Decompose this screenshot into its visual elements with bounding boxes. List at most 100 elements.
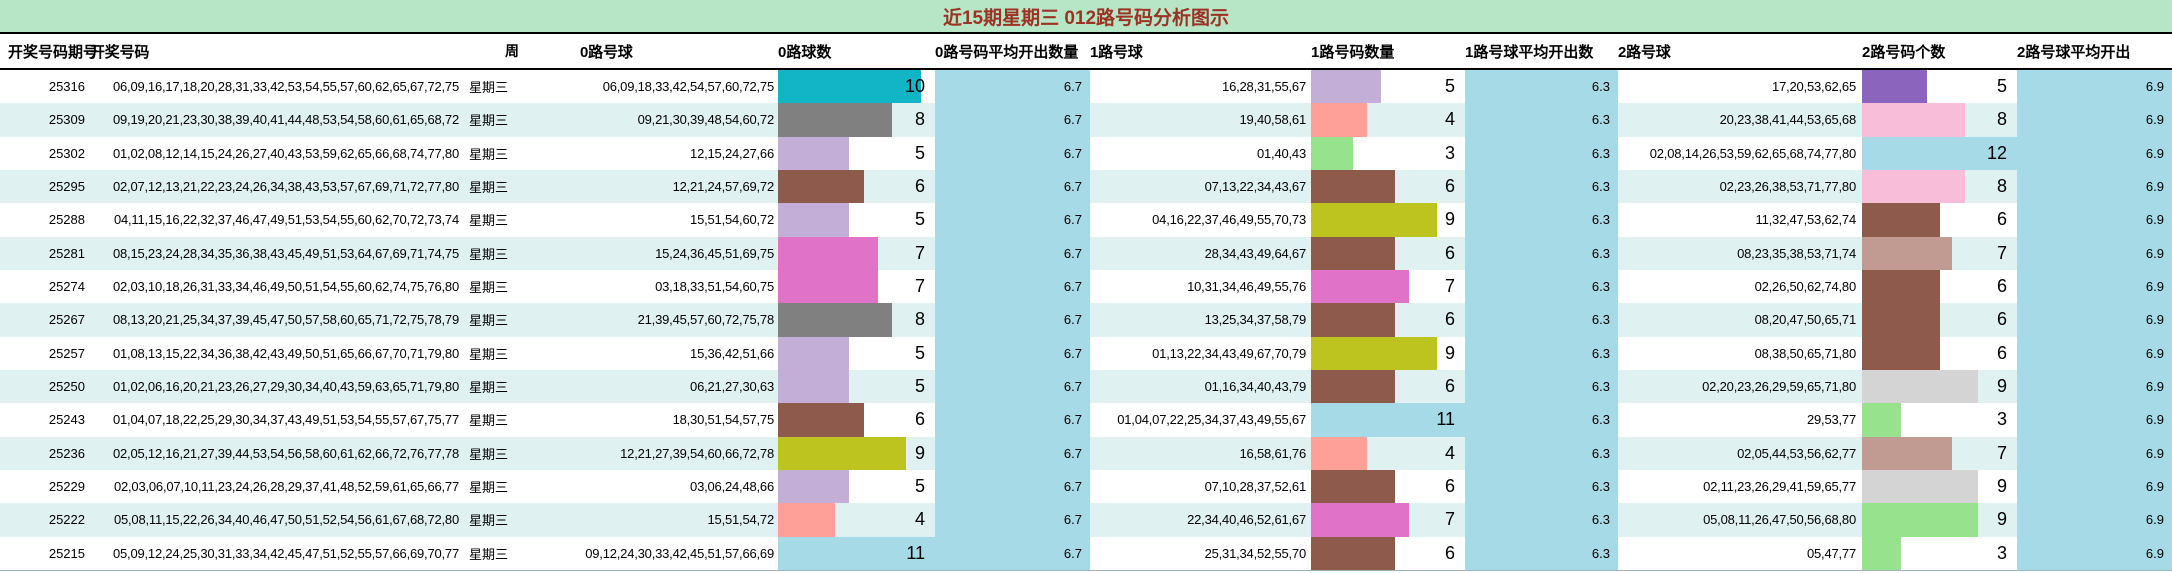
road1-balls-cell: 25,31,34,52,55,70 (1204, 545, 1307, 561)
road2-count: 6 (1996, 309, 2007, 330)
table-row: 25302 01,02,08,12,14,15,24,26,27,40,43,5… (0, 136, 2172, 170)
road0-count: 4 (914, 509, 925, 530)
table-row: 25295 02,07,12,13,21,22,23,24,26,34,38,4… (0, 169, 2172, 204)
road2-count-bar-cell: 8 (1862, 169, 2017, 204)
road2-balls-cell: 02,08,14,26,53,59,62,65,68,74,77,80 (1649, 145, 1856, 161)
period-cell: 25267 (48, 312, 85, 328)
road2-average-cell: 6.9 (2017, 70, 2172, 104)
road0-balls-cell: 15,51,54,60,72 (690, 212, 774, 228)
draw-numbers-cell: 05,08,11,15,22,26,34,40,46,47,50,51,52,5… (113, 512, 459, 528)
road0-bar (778, 536, 935, 570)
road0-bar (778, 236, 878, 270)
road0-balls-cell: 18,30,51,54,57,75 (672, 412, 775, 428)
period-cell: 25215 (48, 545, 85, 561)
road0-bar (778, 403, 864, 437)
road2-average-cell: 6.9 (2017, 203, 2172, 237)
road0-bar (778, 336, 850, 370)
weekday-cell: 星期三 (469, 546, 509, 562)
road1-average-cell: 6.3 (1465, 303, 1618, 337)
road1-balls-cell: 01,40,43 (1256, 145, 1306, 161)
period-cell: 25302 (48, 145, 85, 161)
road2-average-cell: 6.9 (2017, 469, 2172, 504)
road1-count-bar-cell: 5 (1311, 70, 1465, 104)
road1-count-bar-cell: 7 (1311, 269, 1465, 304)
road1-bar (1311, 536, 1395, 570)
period-cell: 25222 (48, 512, 85, 528)
road1-count: 11 (1436, 409, 1455, 430)
weekday-cell: 星期三 (469, 146, 509, 162)
road1-count: 9 (1444, 209, 1455, 230)
weekday-cell: 星期三 (469, 346, 509, 362)
road0-average-cell: 6.7 (935, 303, 1090, 337)
weekday-cell: 星期三 (469, 180, 509, 196)
draw-numbers-cell: 06,09,16,17,18,20,28,31,33,42,53,54,55,5… (112, 79, 459, 95)
weekday-cell: 星期三 (469, 480, 509, 496)
table-row: 25243 01,04,07,18,22,25,29,30,34,37,43,4… (0, 403, 2172, 437)
road2-bar (1862, 536, 1901, 570)
road0-balls-cell: 09,21,30,39,48,54,60,72 (637, 112, 775, 128)
road2-count: 9 (1996, 476, 2007, 497)
road2-count-bar-cell: 3 (1862, 536, 2017, 570)
road0-count-bar-cell: 6 (778, 403, 935, 437)
road2-average-cell: 6.9 (2017, 403, 2172, 437)
header-road2-balls: 2路号球 (1618, 43, 1671, 61)
draw-numbers-cell: 02,07,12,13,21,22,23,24,26,34,38,43,53,5… (112, 179, 459, 195)
road1-count-bar-cell: 6 (1311, 369, 1465, 404)
road0-bar (778, 169, 864, 204)
road1-count-bar-cell: 6 (1311, 236, 1465, 270)
road1-count-bar-cell: 9 (1311, 336, 1465, 370)
draw-numbers-cell: 09,19,20,21,23,30,38,39,40,41,44,48,53,5… (112, 112, 459, 128)
road1-average-cell: 6.3 (1465, 336, 1618, 370)
weekday-cell: 星期三 (469, 313, 509, 329)
road1-average-cell: 6.3 (1465, 169, 1618, 204)
road2-count: 12 (1986, 142, 2007, 163)
road0-bar (778, 369, 850, 404)
table-row: 25274 02,03,10,18,26,31,33,34,46,49,50,5… (0, 269, 2172, 304)
road1-count: 6 (1444, 176, 1455, 197)
road2-count-bar-cell: 6 (1862, 203, 2017, 237)
road0-count-bar-cell: 4 (778, 503, 935, 537)
road0-average-cell: 6.7 (935, 403, 1090, 437)
road0-count-bar-cell: 7 (778, 269, 935, 304)
road1-count-bar-cell: 6 (1311, 303, 1465, 337)
period-cell: 25295 (48, 179, 85, 195)
road1-average-cell: 6.3 (1465, 436, 1618, 470)
road2-count-bar-cell: 8 (1862, 103, 2017, 137)
road2-count: 7 (1996, 242, 2007, 263)
road1-average-cell: 6.3 (1465, 403, 1618, 437)
road0-bar (778, 469, 850, 504)
table-row: 25288 04,11,15,16,22,32,37,46,47,49,51,5… (0, 203, 2172, 237)
road2-count: 9 (1996, 376, 2007, 397)
road2-balls-cell: 20,23,38,41,44,53,65,68 (1719, 112, 1857, 128)
period-cell: 25243 (48, 412, 85, 428)
road2-balls-cell: 29,53,77 (1806, 412, 1856, 428)
weekday-cell: 星期三 (469, 413, 509, 429)
road2-average-cell: 6.9 (2017, 169, 2172, 204)
road2-bar (1862, 203, 1940, 237)
road2-bar (1862, 136, 2017, 170)
road1-count-bar-cell: 11 (1311, 403, 1465, 437)
road0-count-bar-cell: 8 (778, 103, 935, 137)
period-cell: 25229 (48, 479, 85, 495)
road1-average-cell: 6.3 (1465, 269, 1618, 304)
road0-average-cell: 6.7 (935, 536, 1090, 570)
road0-average-cell: 6.7 (935, 369, 1090, 404)
road2-count: 7 (1996, 442, 2007, 463)
road1-count-bar-cell: 6 (1311, 469, 1465, 504)
road1-balls-cell: 13,25,34,37,58,79 (1204, 312, 1307, 328)
table-row: 25250 01,02,06,16,20,21,23,26,27,29,30,3… (0, 369, 2172, 404)
table-row: 25229 02,03,06,07,10,11,23,24,26,28,29,3… (0, 469, 2172, 504)
road2-balls-cell: 02,23,26,38,53,71,77,80 (1719, 179, 1857, 195)
road1-count-bar-cell: 3 (1311, 136, 1465, 170)
road1-balls-cell: 16,28,31,55,67 (1222, 79, 1306, 95)
road0-count: 7 (914, 276, 925, 297)
table-row: 25222 05,08,11,15,22,26,34,40,46,47,50,5… (0, 503, 2172, 537)
road0-balls-cell: 21,39,45,57,60,72,75,78 (637, 312, 775, 328)
table-row: 25215 05,09,12,24,25,30,31,33,34,42,45,4… (0, 536, 2172, 570)
road1-average-cell: 6.3 (1465, 103, 1618, 137)
road0-bar (778, 103, 893, 137)
road2-count-bar-cell: 6 (1862, 336, 2017, 370)
road0-count-bar-cell: 9 (778, 436, 935, 470)
period-cell: 25281 (48, 245, 85, 261)
draw-numbers-cell: 08,15,23,24,28,34,35,36,38,43,45,49,51,5… (112, 245, 459, 261)
